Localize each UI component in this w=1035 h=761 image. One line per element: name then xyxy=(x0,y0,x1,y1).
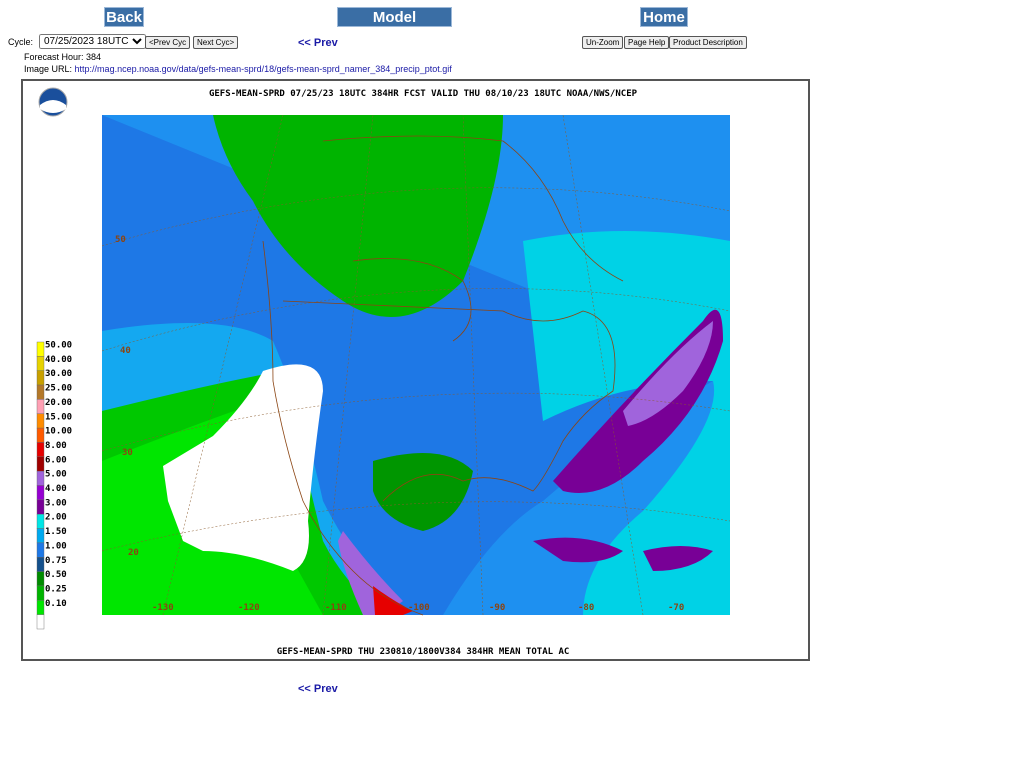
lon-label: -110 xyxy=(325,603,347,613)
lon-label: -90 xyxy=(489,603,505,613)
next-cycle-button[interactable]: Next Cyc> xyxy=(193,36,239,49)
legend-label: 2.00 xyxy=(45,513,67,523)
image-url-label: Image URL: xyxy=(24,64,73,74)
lat-label: 30 xyxy=(122,448,133,458)
legend-swatch xyxy=(36,413,45,429)
legend-swatch xyxy=(36,528,45,544)
legend-label: 10.00 xyxy=(45,427,72,437)
area-caribbean-purple xyxy=(533,537,713,571)
area-mexico-violet xyxy=(338,531,403,615)
legend-label: 3.00 xyxy=(45,498,67,508)
map-labels: 50 40 30 20 -130 -120 -110 -100 -90 -80 -70 xyxy=(115,235,684,613)
product-description-button[interactable]: Product Description xyxy=(669,36,747,49)
lon-label: -120 xyxy=(238,603,260,613)
legend-swatch xyxy=(36,470,45,486)
legend-label: 25.00 xyxy=(45,384,72,394)
legend-label: 5.00 xyxy=(45,470,67,480)
legend-swatch xyxy=(36,600,45,615)
legend-label: 15.00 xyxy=(45,412,72,422)
image-url: Image URL: http://mag.ncep.noaa.gov/data… xyxy=(24,64,452,74)
prev-link[interactable]: << Prev xyxy=(298,37,338,49)
legend-label: 6.00 xyxy=(45,455,67,465)
lat-label: 20 xyxy=(128,548,139,558)
bottom-prev-link[interactable]: << Prev xyxy=(298,683,338,695)
legend-swatch xyxy=(36,585,45,601)
legend-label: 4.00 xyxy=(45,484,67,494)
cycle-label: Cycle: xyxy=(8,37,34,47)
model-guidance-button[interactable]: Model Guidance xyxy=(337,7,452,46)
map-svg: GEFS-MEAN-SPRD 07/25/23 18UTC 384HR FCST… xyxy=(36,87,731,657)
legend-swatch xyxy=(36,499,45,515)
area-canada-green xyxy=(213,115,503,317)
back-button[interactable]: Back xyxy=(104,7,144,27)
page-help-button[interactable]: Page Help xyxy=(624,36,670,49)
legend-label: 1.50 xyxy=(45,527,67,537)
legend-label: 0.50 xyxy=(45,570,67,580)
legend-swatch xyxy=(36,485,45,501)
legend-label: 30.00 xyxy=(45,369,72,379)
graticule xyxy=(101,114,731,616)
lon-label: -70 xyxy=(668,603,684,613)
area-mexico-red xyxy=(373,586,413,615)
cycle-select[interactable]: 07/25/2023 18UTC xyxy=(39,34,146,49)
legend-swatch xyxy=(36,341,45,357)
legend-label: 20.00 xyxy=(45,398,72,408)
lat-label: 50 xyxy=(115,235,126,245)
unzoom-button[interactable]: Un-Zoom xyxy=(582,36,624,49)
legend: 50.00 40.00 30.00 25.00 20.00 15.00 10.00 8.00 6… xyxy=(36,341,72,630)
legend-label: 1.00 xyxy=(45,541,67,551)
legend-swatch xyxy=(36,442,45,458)
borders xyxy=(262,135,624,616)
legend-swatch xyxy=(36,356,45,371)
legend-label: 8.00 xyxy=(45,441,67,451)
noaa-logo-wave xyxy=(40,100,66,113)
map-image: GEFS-MEAN-SPRD 07/25/23 18UTC 384HR FCST… xyxy=(21,79,810,661)
image-url-link[interactable]: http://mag.ncep.noaa.gov/data/gefs-mean-… xyxy=(74,64,452,74)
forecast-hour-value: 384 xyxy=(86,52,102,62)
legend-label: 0.25 xyxy=(45,584,67,594)
legend-label: 0.75 xyxy=(45,556,67,566)
legend-swatch xyxy=(36,456,45,472)
lon-label: -130 xyxy=(152,603,174,613)
legend-swatch xyxy=(36,399,45,414)
lon-label: -100 xyxy=(408,603,430,613)
area-cyan xyxy=(523,231,730,615)
forecast-hour: Forecast Hour: 384 xyxy=(24,52,101,62)
legend-swatch xyxy=(36,370,45,386)
area-south-green xyxy=(373,453,473,531)
legend-swatch xyxy=(36,427,45,443)
legend-swatch xyxy=(36,514,45,529)
image-title: GEFS-MEAN-SPRD 07/25/23 18UTC 384HR FCST… xyxy=(209,89,638,99)
legend-swatch xyxy=(36,384,45,400)
legend-swatch xyxy=(36,571,45,587)
lat-label: 40 xyxy=(120,346,131,356)
legend-label: 0.10 xyxy=(45,599,67,609)
home-button[interactable]: Home xyxy=(640,7,688,27)
legend-swatch xyxy=(36,557,45,572)
area-white xyxy=(163,364,323,571)
image-footer: GEFS-MEAN-SPRD THU 230810/1800V384 384HR… xyxy=(277,647,570,657)
forecast-hour-label: Forecast Hour: xyxy=(24,52,84,62)
legend-label: 40.00 xyxy=(45,355,72,365)
legend-label: 50.00 xyxy=(45,341,72,351)
legend-swatch xyxy=(36,614,45,630)
map-area xyxy=(101,114,731,616)
lon-label: -80 xyxy=(578,603,594,613)
legend-swatch xyxy=(36,542,45,558)
prev-cycle-button[interactable]: <Prev Cyc xyxy=(145,36,191,49)
